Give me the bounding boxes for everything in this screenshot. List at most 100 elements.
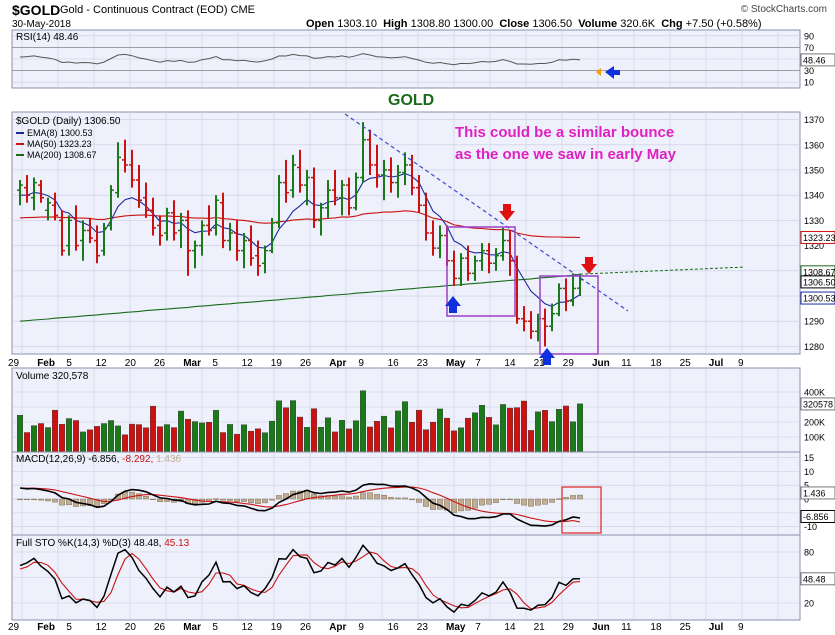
price-bar xyxy=(122,139,128,173)
instrument-name: Gold - Continuous Contract (EOD) xyxy=(60,4,228,16)
macd-histogram-bar xyxy=(136,493,142,500)
macd-histogram-bar xyxy=(423,498,429,507)
macd-histogram-bar xyxy=(542,498,548,505)
stochastic-legend-part: 45.13 xyxy=(164,538,189,549)
volume-bar xyxy=(437,408,444,453)
price-bar xyxy=(150,197,156,236)
open-value: 1303.10 xyxy=(337,18,377,30)
price-bar xyxy=(325,180,331,218)
volume-bar xyxy=(184,418,191,453)
volume-bar xyxy=(142,427,149,453)
macd-histogram-bar xyxy=(563,497,569,500)
macd-histogram-bar xyxy=(325,495,331,500)
macd-legend-part: -6.856, xyxy=(88,454,122,465)
stochastic-tick-label: 80 xyxy=(804,548,814,558)
volume-bar xyxy=(290,400,297,453)
price-x-axis-label: 19 xyxy=(271,358,283,369)
price-bar xyxy=(234,220,240,261)
price-bar xyxy=(458,253,464,286)
volume-bar xyxy=(360,390,367,453)
price-bar xyxy=(493,248,499,271)
price-x-axis-label: 21 xyxy=(534,358,546,369)
macd-histogram-bar xyxy=(514,498,520,504)
macd-histogram-bar xyxy=(31,498,37,501)
value-tag-text: 48.48 xyxy=(803,574,826,584)
bottom-x-axis-label: 25 xyxy=(680,622,692,633)
price-bar xyxy=(556,283,562,317)
macd-tick-label: 10 xyxy=(804,467,814,477)
volume-bar xyxy=(507,407,514,453)
macd-histogram-bar xyxy=(150,498,156,501)
price-bar xyxy=(360,122,366,183)
macd-histogram-bar xyxy=(535,498,541,506)
volume-bar xyxy=(219,432,226,453)
macd-histogram-bar xyxy=(451,498,457,513)
price-bar xyxy=(563,278,569,312)
bottom-x-axis-label: 9 xyxy=(358,622,364,633)
price-bar xyxy=(241,233,247,269)
price-bar xyxy=(304,169,310,206)
volume-bar xyxy=(514,407,521,453)
price-x-axis-label: 25 xyxy=(680,358,692,369)
price-bar xyxy=(101,222,107,256)
macd-legend: MACD(12,26,9) -6.856, -8.292, 1.436 xyxy=(16,454,182,465)
price-bar xyxy=(262,245,268,274)
price-bar xyxy=(94,225,100,264)
volume-bar xyxy=(38,423,45,453)
macd-histogram-bar xyxy=(395,497,401,500)
bottom-x-axis-label: 29 xyxy=(563,622,575,633)
open-label: Open xyxy=(306,18,335,30)
stochastic-k-line xyxy=(19,544,581,614)
stochastic-d-line xyxy=(19,551,581,610)
price-x-axis-label: 20 xyxy=(125,358,137,369)
macd-tick-label: 5 xyxy=(804,481,809,491)
ma200-projection-line xyxy=(579,266,746,275)
volume-bar xyxy=(339,420,346,453)
bottom-x-axis-label: 14 xyxy=(504,622,516,633)
price-x-axis-label: May xyxy=(446,358,466,369)
macd-histogram-bar xyxy=(479,498,485,506)
value-tag-text: 48.46 xyxy=(803,55,826,65)
macd-histogram-bar xyxy=(353,495,359,500)
ema8-line xyxy=(20,172,581,308)
value-tag-text: 1308.67 xyxy=(803,267,835,277)
volume-bar xyxy=(311,408,318,453)
macd-histogram-bar xyxy=(311,493,317,500)
volume-bar xyxy=(479,405,486,453)
price-x-axis-label: 14 xyxy=(504,358,516,369)
bottom-x-axis-label: 5 xyxy=(66,622,72,633)
macd-histogram-bar xyxy=(332,495,338,500)
macd-legend-part: MACD(12,26,9) xyxy=(16,454,88,465)
volume-bar xyxy=(563,405,570,453)
volume-bar xyxy=(381,415,388,453)
price-x-axis-label: 29 xyxy=(8,358,20,369)
price-tick-label: 1360 xyxy=(804,140,824,150)
macd-histogram-bar xyxy=(234,498,240,502)
macd-histogram-bar xyxy=(248,498,254,504)
macd-hist-tag: 1.436 xyxy=(800,486,835,500)
bottom-x-axis-label: 26 xyxy=(300,622,312,633)
stochastic-value-tag: 48.48 xyxy=(800,572,835,586)
bottom-x-axis-label: 23 xyxy=(417,622,429,633)
price-bar xyxy=(220,192,226,249)
price-bar xyxy=(374,144,380,188)
volume-bar xyxy=(409,421,416,453)
bottom-x-axis-label: 21 xyxy=(534,622,546,633)
value-tag-text: 320578 xyxy=(803,399,833,409)
macd-histogram-bar xyxy=(304,490,310,500)
macd-histogram-bar xyxy=(157,498,163,502)
volume-tick-label: 100K xyxy=(804,433,825,443)
price-bar xyxy=(31,177,37,211)
volume-bar xyxy=(472,412,479,453)
volume-bar xyxy=(205,422,212,453)
volume-bar xyxy=(93,426,100,453)
macd-histogram-bar xyxy=(416,498,422,503)
price-bar xyxy=(479,243,485,271)
volume-bar xyxy=(500,404,507,453)
macd-histogram-bar xyxy=(227,498,233,501)
bottom-x-axis-label: 12 xyxy=(242,622,254,633)
macd-histogram-bar xyxy=(94,498,100,507)
price-bar xyxy=(192,240,198,269)
